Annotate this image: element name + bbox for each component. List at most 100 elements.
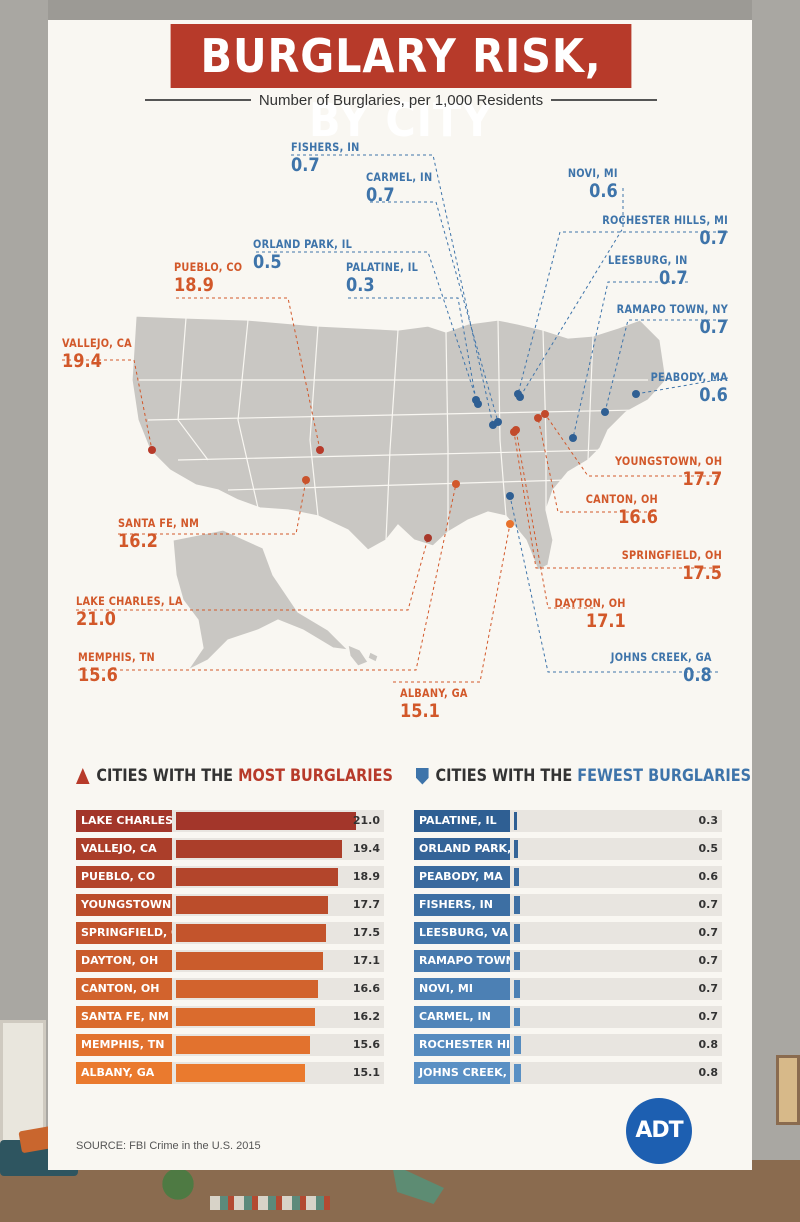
adt-logo: ADT <box>626 1098 692 1164</box>
label-ramapo-city: RAMAPO TOWN, NY <box>616 302 728 316</box>
fewest-row-value: 0.7 <box>698 1010 719 1023</box>
most-row-bar <box>176 1036 310 1054</box>
most-row: PUEBLO, CO 18.9 <box>76 866 384 888</box>
label-pueblo-value: 18.9 <box>174 274 214 296</box>
most-row-bar <box>176 840 343 858</box>
most-row-value: 17.5 <box>352 926 380 939</box>
fewest-row-bar <box>514 1036 521 1054</box>
leader-albany <box>393 523 511 683</box>
most-row-bar <box>176 896 328 914</box>
label-memphis-city: MEMPHIS, TN <box>78 650 155 664</box>
label-johns-creek-city: JOHNS CREEK, GA <box>611 650 712 664</box>
marker-santa-fe <box>302 476 310 484</box>
label-johns-creek: JOHNS CREEK, GA 0.8 <box>593 650 712 686</box>
most-row: ALBANY, GA 15.1 <box>76 1062 384 1084</box>
most-row-bar <box>176 980 319 998</box>
rug <box>210 1196 330 1210</box>
most-row-bar <box>176 1064 306 1082</box>
leader-lines <box>62 154 729 683</box>
label-novi: NOVI, MI 0.6 <box>559 166 618 202</box>
fewest-row-bar <box>514 1008 520 1026</box>
label-fishers-city: FISHERS, IN <box>291 140 360 154</box>
fewest-row-city: ORLAND PARK, IL <box>414 838 510 860</box>
label-dayton-value: 17.1 <box>586 610 626 632</box>
most-row-city: CANTON, OH <box>76 978 172 1000</box>
leader-leesburg <box>572 281 688 439</box>
leader-lake-charles <box>76 537 429 611</box>
fewest-burglaries-heading: CITIES WITH THE FEWEST BURGLARIES <box>416 766 751 786</box>
marker-memphis <box>452 480 460 488</box>
most-row-city: DAYTON, OH <box>76 950 172 972</box>
label-peabody: PEABODY, MA 0.6 <box>637 370 728 406</box>
fewest-row-value: 0.8 <box>698 1038 719 1051</box>
marker-canton <box>534 414 542 422</box>
label-pueblo-city: PUEBLO, CO <box>174 260 243 274</box>
fewest-row-city: CARMEL, IN <box>414 1006 510 1028</box>
label-vallejo-city: VALLEJO, CA <box>62 336 133 350</box>
fewest-row: NOVI, MI 0.7 <box>414 978 722 1000</box>
leader-palatine <box>348 297 477 401</box>
fewest-row-value: 0.8 <box>698 1066 719 1079</box>
fewest-row-city: PALATINE, IL <box>414 810 510 832</box>
label-albany-city: ALBANY, GA <box>400 686 468 700</box>
marker-rochester-hills <box>514 390 522 398</box>
label-johns-creek-value: 0.8 <box>683 664 712 686</box>
marker-leesburg <box>569 434 577 442</box>
most-row: SPRINGFIELD, OH 17.5 <box>76 922 384 944</box>
marker-palatine <box>472 396 480 404</box>
label-santa-fe-city: SANTA FE, NM <box>118 516 200 530</box>
fewest-row-bar <box>514 980 520 998</box>
label-vallejo: VALLEJO, CA 19.4 <box>62 336 144 372</box>
hawaii-shape <box>347 644 379 667</box>
most-row-bar <box>176 812 356 830</box>
most-row-city: LAKE CHARLES, LA <box>76 810 172 832</box>
most-heading-highlight: MOST BURGLARIES <box>238 766 393 786</box>
warning-icon <box>76 768 90 784</box>
label-ramapo-value: 0.7 <box>699 316 728 338</box>
leader-canton <box>537 417 653 513</box>
marker-youngstown <box>541 410 549 418</box>
label-carmel-value: 0.7 <box>366 184 395 206</box>
label-pueblo: PUEBLO, CO 18.9 <box>174 260 254 296</box>
label-leesburg: LEESBURG, IN 0.7 <box>594 253 688 289</box>
leader-novi <box>519 188 624 398</box>
most-row-value: 17.7 <box>352 898 380 911</box>
most-row: MEMPHIS, TN 15.6 <box>76 1034 384 1056</box>
most-row: SANTA FE, NM 16.2 <box>76 1006 384 1028</box>
fewest-row-value: 0.6 <box>698 870 719 883</box>
most-row-bar <box>176 924 326 942</box>
most-burglaries-chart: LAKE CHARLES, LA 21.0 VALLEJO, CA 19.4 PUEBL… <box>76 810 384 1090</box>
most-row-bar <box>176 952 323 970</box>
label-youngstown-value: 17.7 <box>682 468 722 490</box>
most-row-value: 15.6 <box>352 1038 380 1051</box>
label-canton: CANTON, OH 16.6 <box>573 492 658 528</box>
fewest-row-value: 0.7 <box>698 926 719 939</box>
label-dayton-city: DAYTON, OH <box>554 596 626 610</box>
fewest-row-value: 0.7 <box>698 954 719 967</box>
leader-memphis <box>78 483 457 671</box>
fewest-row-city: RAMAPO TOWN, NY <box>414 950 510 972</box>
most-row-value: 16.6 <box>352 982 380 995</box>
leader-orland-park <box>256 251 479 405</box>
marker-johns-creek <box>506 492 514 500</box>
label-memphis-value: 15.6 <box>78 664 118 686</box>
most-row-city: PUEBLO, CO <box>76 866 172 888</box>
fewest-row-value: 0.7 <box>698 898 719 911</box>
fewest-row-city: FISHERS, IN <box>414 894 510 916</box>
fewest-row-value: 0.3 <box>698 814 719 827</box>
fewest-row: PALATINE, IL 0.3 <box>414 810 722 832</box>
room-right-wall <box>752 0 800 1222</box>
us-map <box>62 154 729 683</box>
fewest-row-city: JOHNS CREEK, GA <box>414 1062 510 1084</box>
fewest-heading-prefix: CITIES WITH THE <box>435 766 578 786</box>
label-memphis: MEMPHIS, TN 15.6 <box>78 650 169 686</box>
label-lake-charles-value: 21.0 <box>76 608 116 630</box>
label-novi-city: NOVI, MI <box>568 166 618 180</box>
marker-peabody <box>632 390 640 398</box>
most-row-bar <box>176 868 338 886</box>
label-albany-value: 15.1 <box>400 700 440 722</box>
most-row-value: 21.0 <box>352 814 380 827</box>
alaska-shape <box>172 529 350 672</box>
fewest-row: LEESBURG, VA 0.7 <box>414 922 722 944</box>
source-note: SOURCE: FBI Crime in the U.S. 2015 <box>76 1140 261 1152</box>
